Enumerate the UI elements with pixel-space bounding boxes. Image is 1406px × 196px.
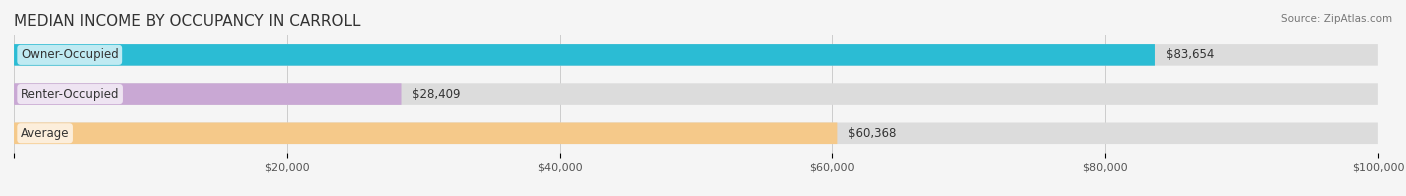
- FancyBboxPatch shape: [14, 122, 1378, 144]
- FancyBboxPatch shape: [14, 44, 1154, 66]
- Text: Average: Average: [21, 127, 69, 140]
- Text: Source: ZipAtlas.com: Source: ZipAtlas.com: [1281, 14, 1392, 24]
- Text: Renter-Occupied: Renter-Occupied: [21, 88, 120, 101]
- FancyBboxPatch shape: [14, 122, 838, 144]
- Text: MEDIAN INCOME BY OCCUPANCY IN CARROLL: MEDIAN INCOME BY OCCUPANCY IN CARROLL: [14, 14, 360, 29]
- FancyBboxPatch shape: [14, 83, 1378, 105]
- Text: $60,368: $60,368: [848, 127, 897, 140]
- Text: $83,654: $83,654: [1166, 48, 1215, 61]
- FancyBboxPatch shape: [14, 83, 402, 105]
- Text: $28,409: $28,409: [412, 88, 461, 101]
- Text: Owner-Occupied: Owner-Occupied: [21, 48, 118, 61]
- FancyBboxPatch shape: [14, 44, 1378, 66]
